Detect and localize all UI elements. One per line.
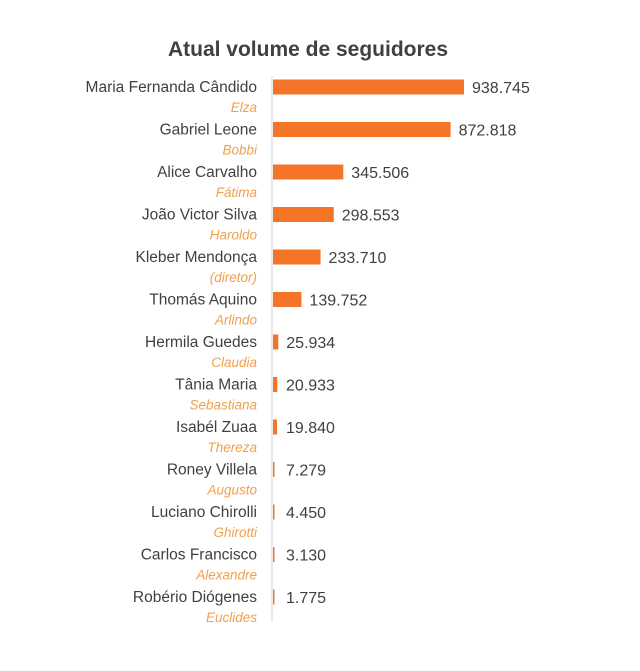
category-name-label: Roney Villela xyxy=(167,462,258,479)
bar-rows: Maria Fernanda Cândido Elza 938.745 Gabriel… xyxy=(86,79,530,625)
category-role-label: Ghirotti xyxy=(213,525,258,540)
bar xyxy=(273,462,275,477)
data-label: 872.818 xyxy=(459,123,517,140)
data-label: 233.710 xyxy=(329,250,387,267)
data-label: 20.933 xyxy=(286,378,335,395)
category-role-label: (diretor) xyxy=(210,270,257,285)
category-role-label: Bobbi xyxy=(222,143,258,158)
bar xyxy=(273,122,451,137)
category-role-label: Euclides xyxy=(206,610,257,625)
bar xyxy=(273,292,302,307)
category-name-label: Tânia Maria xyxy=(175,377,257,394)
category-name-label: Gabriel Leone xyxy=(160,122,257,139)
bar xyxy=(273,334,279,350)
category-name-label: Luciano Chirolli xyxy=(151,504,257,521)
category-name-label: Thomás Aquino xyxy=(149,292,257,309)
category-name-label: Maria Fernanda Cândido xyxy=(86,79,257,96)
bar xyxy=(273,589,275,605)
category-name-label: Isabél Zuaa xyxy=(176,419,257,436)
data-label: 1.775 xyxy=(286,590,326,607)
bar xyxy=(273,79,464,95)
bar xyxy=(273,419,278,435)
data-label: 4.450 xyxy=(286,505,326,522)
category-role-label: Sebastiana xyxy=(189,398,257,413)
category-role-label: Fátima xyxy=(216,185,258,200)
category-name-label: João Victor Silva xyxy=(142,207,258,224)
bar xyxy=(273,504,275,520)
bar xyxy=(273,164,344,180)
category-role-label: Claudia xyxy=(211,355,257,370)
bar xyxy=(273,547,275,562)
data-label: 938.745 xyxy=(472,80,530,97)
data-label: 139.752 xyxy=(309,293,367,310)
category-role-label: Haroldo xyxy=(210,228,258,243)
category-name-label: Robério Diógenes xyxy=(133,589,257,606)
bar xyxy=(273,249,321,265)
category-name-label: Kleber Mendonça xyxy=(136,249,258,266)
category-role-label: Arlindo xyxy=(214,313,258,328)
data-label: 298.553 xyxy=(342,208,400,225)
category-role-label: Alexandre xyxy=(195,568,257,583)
category-role-label: Thereza xyxy=(207,440,257,455)
category-role-label: Augusto xyxy=(206,483,257,498)
data-label: 25.934 xyxy=(286,335,335,352)
data-label: 345.506 xyxy=(351,165,409,182)
bar xyxy=(273,207,334,222)
data-label: 3.130 xyxy=(286,548,326,565)
category-name-label: Alice Carvalho xyxy=(157,164,257,181)
data-label: 7.279 xyxy=(286,463,326,480)
category-name-label: Carlos Francisco xyxy=(141,547,257,564)
bar xyxy=(273,377,278,392)
chart-title: Atual volume de seguidores xyxy=(168,38,448,61)
category-name-label: Hermila Guedes xyxy=(145,334,257,351)
category-role-label: Elza xyxy=(231,100,258,115)
data-label: 19.840 xyxy=(286,420,335,437)
